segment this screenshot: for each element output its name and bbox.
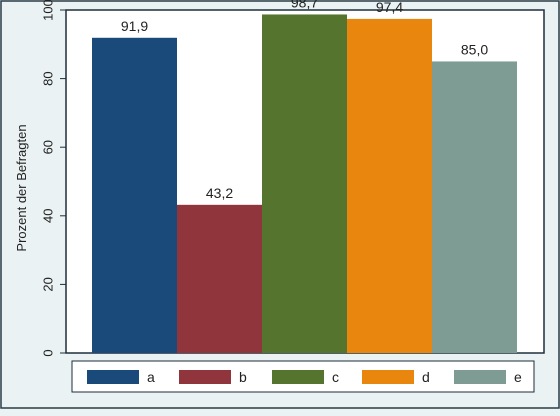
bar-a	[92, 38, 177, 353]
bar-value-label-c: 98,7	[291, 0, 318, 10]
y-tick-label: 40	[41, 209, 56, 223]
legend-label-e: e	[514, 369, 522, 385]
bar-value-label-a: 91,9	[121, 18, 148, 34]
legend: a b c d e	[72, 361, 534, 392]
y-tick-label: 0	[41, 349, 56, 356]
y-tick-label: 80	[41, 71, 56, 85]
bars-group	[92, 14, 517, 353]
legend-label-c: c	[332, 369, 339, 385]
legend-label-b: b	[239, 369, 247, 385]
y-tick-label: 100	[41, 0, 56, 21]
y-axis-label: Prozent der Befragten	[14, 124, 29, 251]
legend-label-a: a	[147, 369, 155, 385]
legend-label-d: d	[422, 369, 430, 385]
bar-value-label-e: 85,0	[461, 41, 488, 57]
bar-e	[432, 61, 517, 353]
y-tick-label: 60	[41, 140, 56, 154]
bar-value-label-d: 97,4	[376, 0, 403, 15]
bar-c	[262, 14, 347, 353]
legend-swatch-d	[362, 370, 414, 384]
legend-swatch-b	[179, 370, 231, 384]
bar-d	[347, 19, 432, 353]
legend-swatch-c	[272, 370, 324, 384]
legend-swatch-a	[87, 370, 139, 384]
bar-b	[177, 205, 262, 353]
y-tick-label: 20	[41, 277, 56, 291]
bar-value-label-b: 43,2	[206, 185, 233, 201]
legend-swatch-e	[454, 370, 506, 384]
